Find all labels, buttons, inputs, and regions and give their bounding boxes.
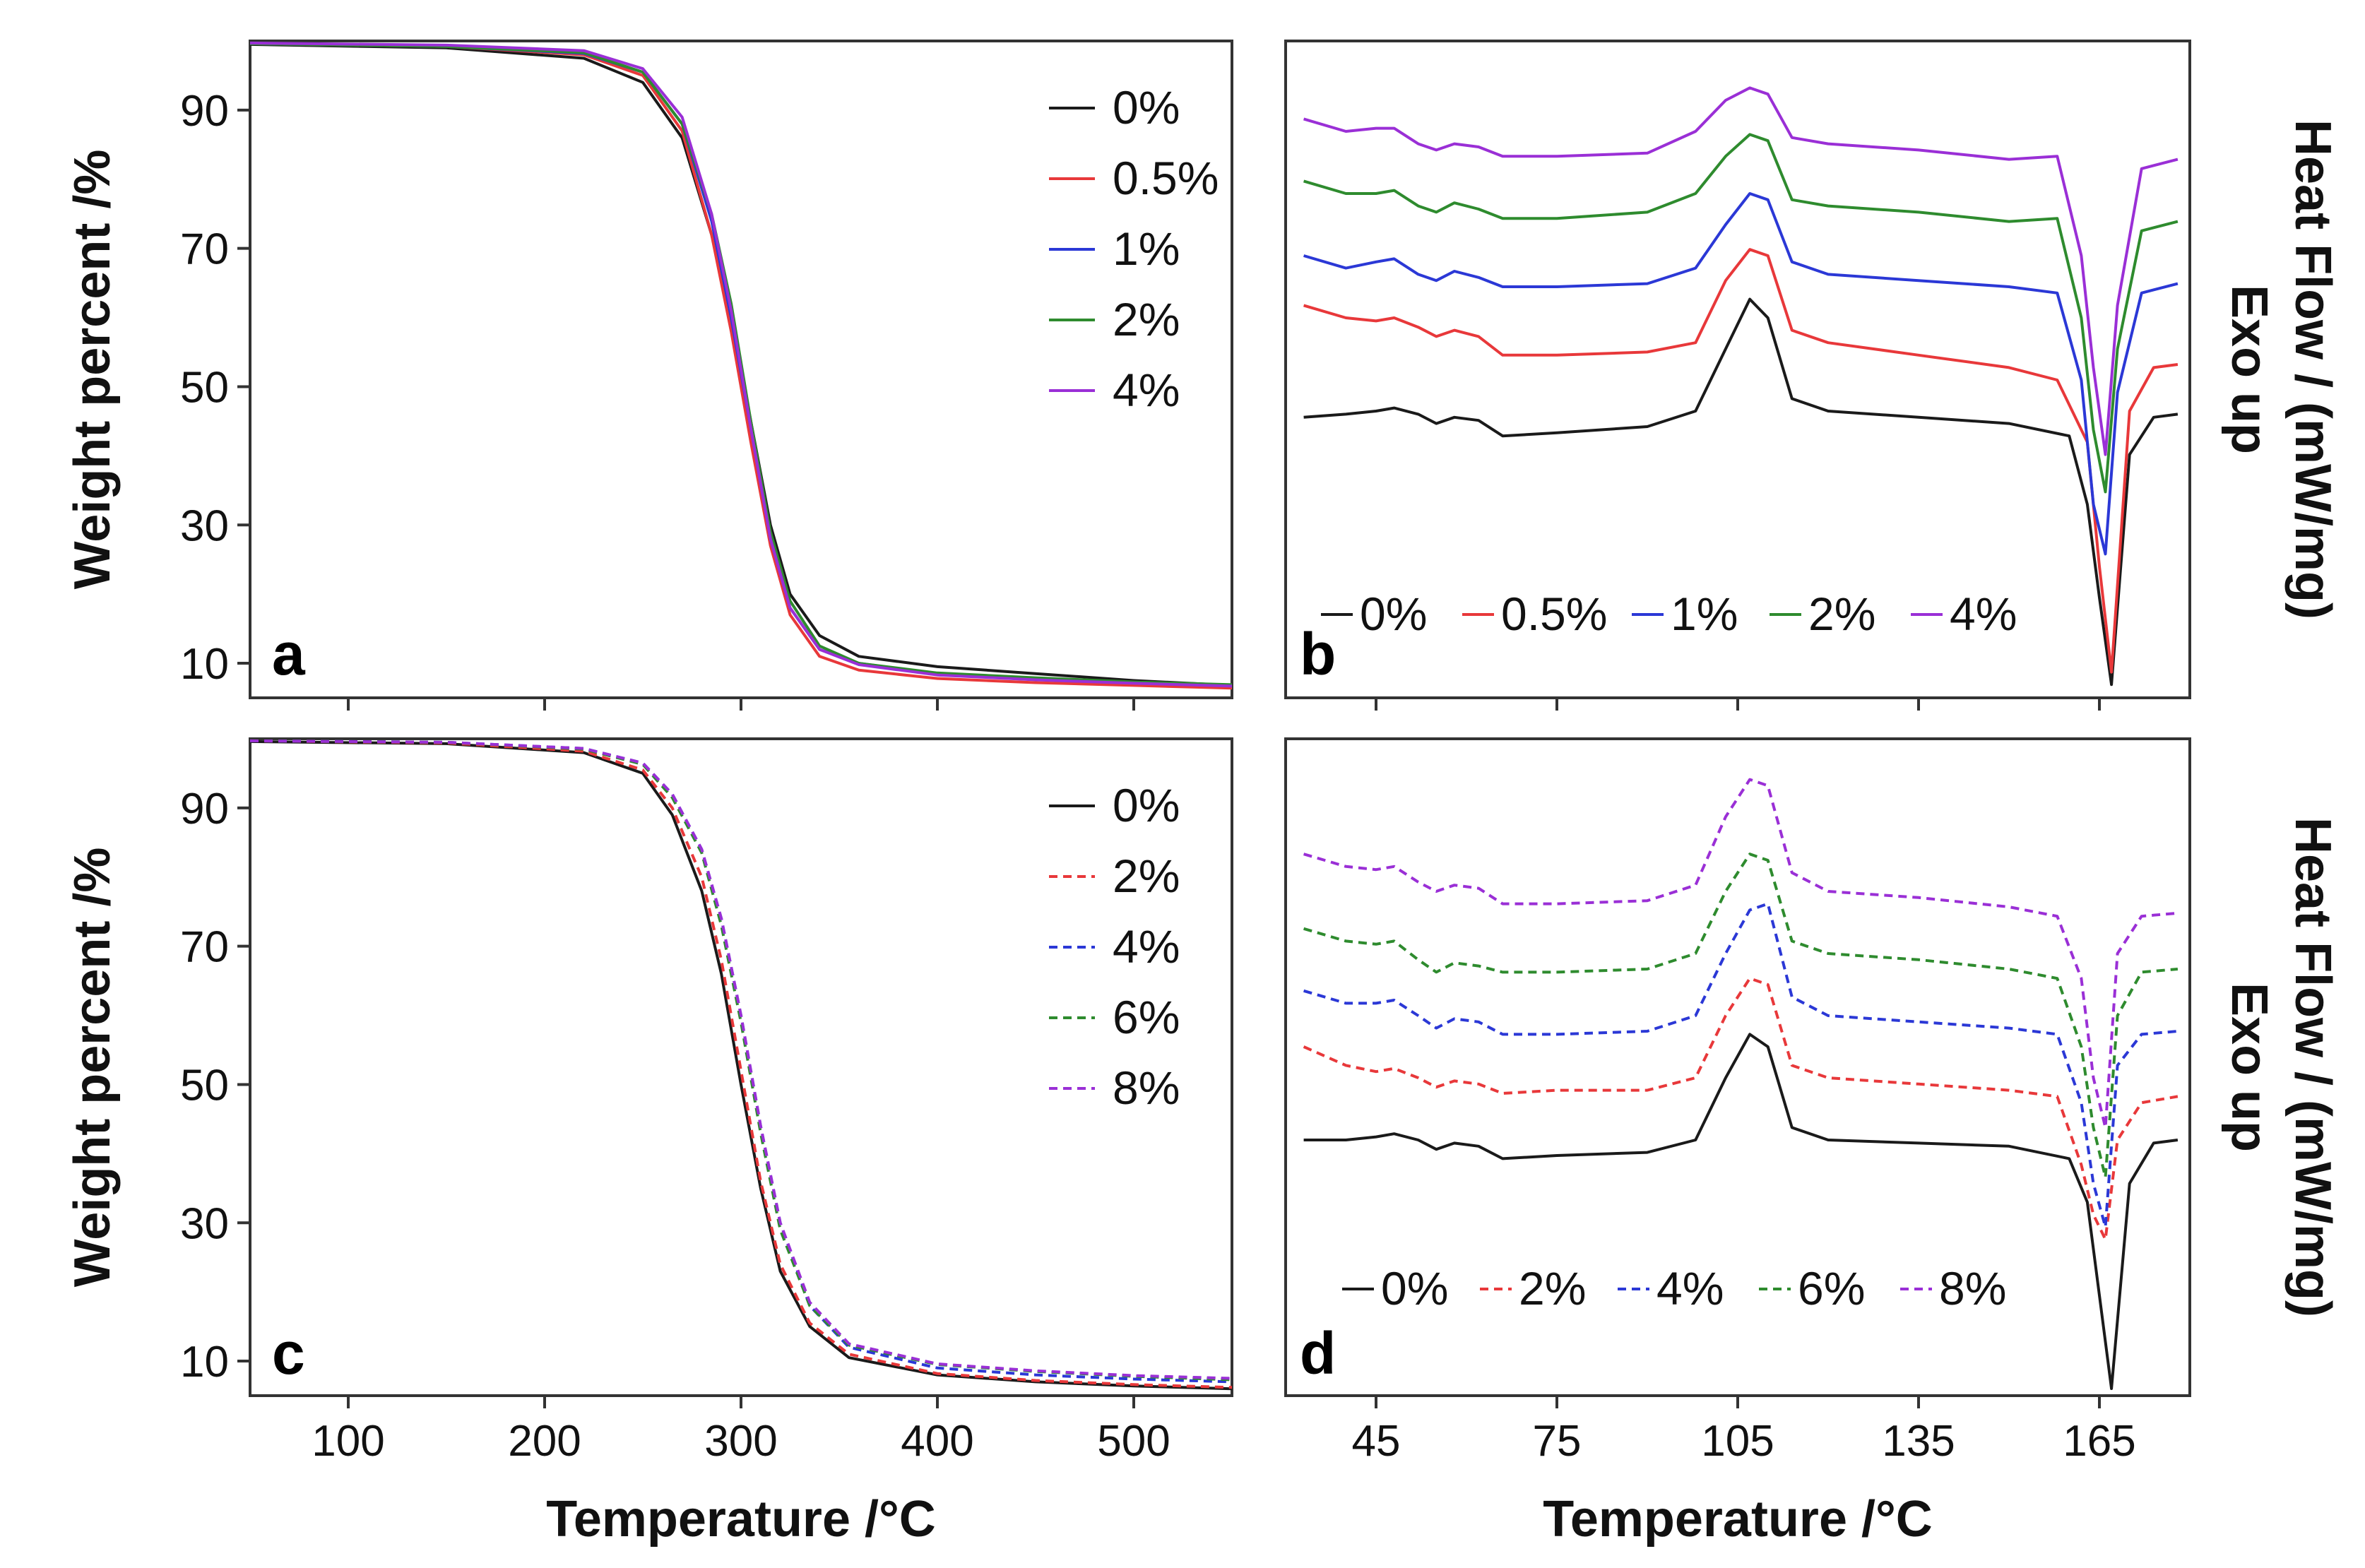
panel-c-yticks: 10 30 50 70 90 <box>180 785 250 1386</box>
ylabel-d-line2: Exo up <box>2221 982 2277 1152</box>
legend-label: 2% <box>1808 588 1875 640</box>
legend-label: 2% <box>1519 1262 1586 1314</box>
ylabel-d-line1: Heat Flow / (mW/mg) <box>2284 817 2341 1317</box>
xlabel-dsc: Temperature /°C <box>1543 1491 1933 1548</box>
panel-letter-d: d <box>1300 1320 1336 1386</box>
legend-label: 0% <box>1360 588 1427 640</box>
legend-label: 4% <box>1656 1262 1724 1314</box>
series-line-d-0pct <box>1303 1033 2179 1390</box>
panel-letter-a: a <box>272 621 306 687</box>
legend-label: 0% <box>1381 1262 1448 1314</box>
xtick-label: 75 <box>1533 1417 1582 1466</box>
panel-c-xticks: 100 200 300 400 500 <box>312 1396 1170 1466</box>
legend-label: 1% <box>1113 222 1180 275</box>
xtick-label: 500 <box>1097 1417 1170 1466</box>
legend-label: 4% <box>1113 364 1180 416</box>
series-line-b-0p5pct <box>1303 248 2179 674</box>
xtick-label: 400 <box>901 1417 973 1466</box>
panel-b-plot <box>1303 86 2179 711</box>
series-line-c-4pct <box>249 739 1233 1384</box>
xtick-label: 200 <box>508 1417 581 1466</box>
series-line-c-0pct <box>249 740 1233 1391</box>
series-line-b-0pct <box>1303 297 2179 687</box>
panel-a-plot <box>249 41 1233 711</box>
panel-d-plot <box>1303 778 2179 1390</box>
series-line-d-6pct <box>1303 853 2179 1179</box>
legend-label: 2% <box>1113 293 1180 345</box>
xlabel-tga: Temperature /°C <box>546 1491 936 1548</box>
ytick-label: 90 <box>180 785 229 833</box>
panel-a-tga: 10 30 50 70 90 0% 0.5% 1% 2% 4% a <box>180 40 1233 711</box>
ylabel-c: Weight percent /% <box>64 848 121 1288</box>
panel-d-legend: 0% 2% 4% 6% 8% <box>1342 1262 2006 1314</box>
xtick-label: 300 <box>704 1417 777 1466</box>
ytick-label: 10 <box>180 640 229 689</box>
xtick-label: 45 <box>1352 1417 1401 1466</box>
xtick-label: 105 <box>1701 1417 1774 1466</box>
legend-label: 1% <box>1671 588 1738 640</box>
series-line-d-4pct <box>1303 902 2179 1229</box>
panel-d-dsc: 45 75 105 135 165 0% 2% 4% 6% 8% d <box>1284 737 2191 1466</box>
series-line-c-6pct <box>249 739 1233 1382</box>
legend-label: 0.5% <box>1113 152 1219 204</box>
ylabel-b-line2: Exo up <box>2221 285 2277 454</box>
xtick-label: 165 <box>2063 1417 2135 1466</box>
legend-label: 6% <box>1798 1262 1865 1314</box>
series-line-b-2pct <box>1303 133 2179 494</box>
panel-letter-c: c <box>272 1320 305 1386</box>
series-line-c-8pct <box>249 739 1233 1380</box>
ytick-label: 30 <box>180 1199 229 1248</box>
legend-label: 4% <box>1950 588 2017 640</box>
legend-label: 0.5% <box>1501 588 1607 640</box>
panel-d-xticks: 45 75 105 135 165 <box>1352 1396 2136 1466</box>
panel-b-dsc: 0% 0.5% 1% 2% 4% b <box>1284 40 2191 711</box>
series-line-a-0p5pct <box>249 42 1233 690</box>
panel-a-legend: 0% 0.5% 1% 2% 4% <box>1049 81 1219 416</box>
series-line-c-2pct <box>249 739 1233 1389</box>
series-line-a-4pct <box>249 41 1233 688</box>
legend-label: 6% <box>1113 991 1180 1043</box>
panel-b-legend: 0% 0.5% 1% 2% 4% <box>1321 588 2017 640</box>
ylabel-b-line1: Heat Flow / (mW/mg) <box>2284 119 2341 619</box>
ytick-label: 50 <box>180 363 229 412</box>
ytick-label: 90 <box>180 87 229 136</box>
legend-label: 0% <box>1113 81 1180 133</box>
ytick-label: 30 <box>180 501 229 550</box>
xtick-label: 100 <box>312 1417 384 1466</box>
legend-label: 8% <box>1939 1262 2006 1314</box>
series-line-d-8pct <box>1303 778 2179 1129</box>
ytick-label: 70 <box>180 225 229 274</box>
ytick-label: 50 <box>180 1061 229 1110</box>
series-line-b-4pct <box>1303 86 2179 456</box>
legend-label: 0% <box>1113 779 1180 831</box>
series-line-b-1pct <box>1303 192 2179 556</box>
panel-a-yticks: 10 30 50 70 90 <box>180 87 250 689</box>
legend-label: 4% <box>1113 920 1180 973</box>
panel-c-legend: 0% 2% 4% 6% 8% <box>1049 779 1180 1114</box>
legend-label: 8% <box>1113 1062 1180 1114</box>
panel-c-plot <box>249 739 1233 1391</box>
legend-label: 2% <box>1113 850 1180 902</box>
panel-c-tga: 10 30 50 70 90 100 200 300 400 500 0% 2% 4% 6% 8% c <box>180 737 1233 1466</box>
series-line-d-2pct <box>1303 977 2179 1241</box>
ytick-label: 70 <box>180 923 229 972</box>
xtick-label: 135 <box>1882 1417 1955 1466</box>
ylabel-a: Weight percent /% <box>64 150 121 590</box>
panel-letter-b: b <box>1300 621 1336 687</box>
ytick-label: 10 <box>180 1338 229 1386</box>
